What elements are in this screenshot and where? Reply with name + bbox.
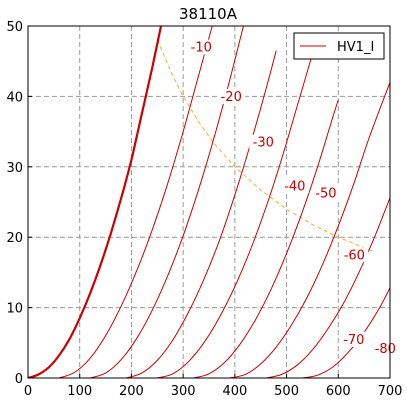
curve-label-bg — [339, 331, 368, 347]
curve-label-bg — [249, 134, 278, 150]
legend-entry-hv1-i: HV1_I — [337, 40, 374, 55]
x-tick-label: 400 — [222, 384, 247, 399]
curve-label-bg — [187, 39, 216, 55]
y-tick-label: 10 — [6, 302, 23, 317]
x-tick-label: 600 — [326, 384, 351, 399]
series-line-5 — [193, 99, 339, 378]
plot-frame — [27, 25, 391, 379]
curve-label-bg — [340, 247, 369, 263]
curve-label: -20 — [221, 90, 242, 105]
curve-label-bg — [280, 178, 309, 194]
curve-labels: -10 -20 -30 -40 -50 -60 -70 -80 — [187, 39, 400, 357]
curve-label: -50 — [315, 186, 336, 201]
plot-area — [28, 26, 390, 378]
y-tick-label: 20 — [6, 231, 23, 246]
dissipation-curve — [156, 39, 375, 253]
series-line-1 — [58, 26, 213, 378]
x-tick-label: 0 — [24, 384, 32, 399]
series-group — [28, 26, 390, 378]
grid-lines — [28, 26, 390, 378]
curve-label: -30 — [253, 136, 274, 151]
series-line-8 — [301, 287, 390, 378]
x-tick-label: 100 — [67, 384, 92, 399]
series-line-0 — [28, 26, 163, 378]
chart-title: 38110A — [179, 5, 238, 23]
axis-ticks: 0 100 200 300 400 500 600 700 0 10 20 30 40 50 — [6, 20, 402, 399]
series-line-7 — [265, 197, 390, 378]
curve-label: -80 — [375, 342, 396, 357]
x-tick-label: 700 — [378, 384, 403, 399]
x-tick-label: 200 — [119, 384, 144, 399]
series-line-4 — [157, 54, 313, 378]
curve-label-bg — [311, 185, 340, 201]
curve-label: -60 — [344, 248, 365, 263]
curve-label: -10 — [191, 41, 212, 56]
curve-label-bg — [371, 340, 400, 356]
curve-label: -70 — [343, 333, 364, 348]
y-tick-label: 30 — [6, 161, 23, 176]
series-line-6 — [229, 82, 390, 378]
y-tick-label: 40 — [6, 90, 23, 105]
series-line-3 — [126, 50, 277, 378]
curve-label: -40 — [284, 179, 305, 194]
y-tick-label: 50 — [6, 20, 23, 35]
series-line-2 — [89, 26, 244, 378]
x-tick-label: 300 — [171, 384, 196, 399]
legend: HV1_I — [293, 32, 385, 60]
x-tick-label: 500 — [274, 384, 299, 399]
y-tick-label: 0 — [15, 372, 23, 387]
curve-label-bg — [217, 88, 246, 104]
